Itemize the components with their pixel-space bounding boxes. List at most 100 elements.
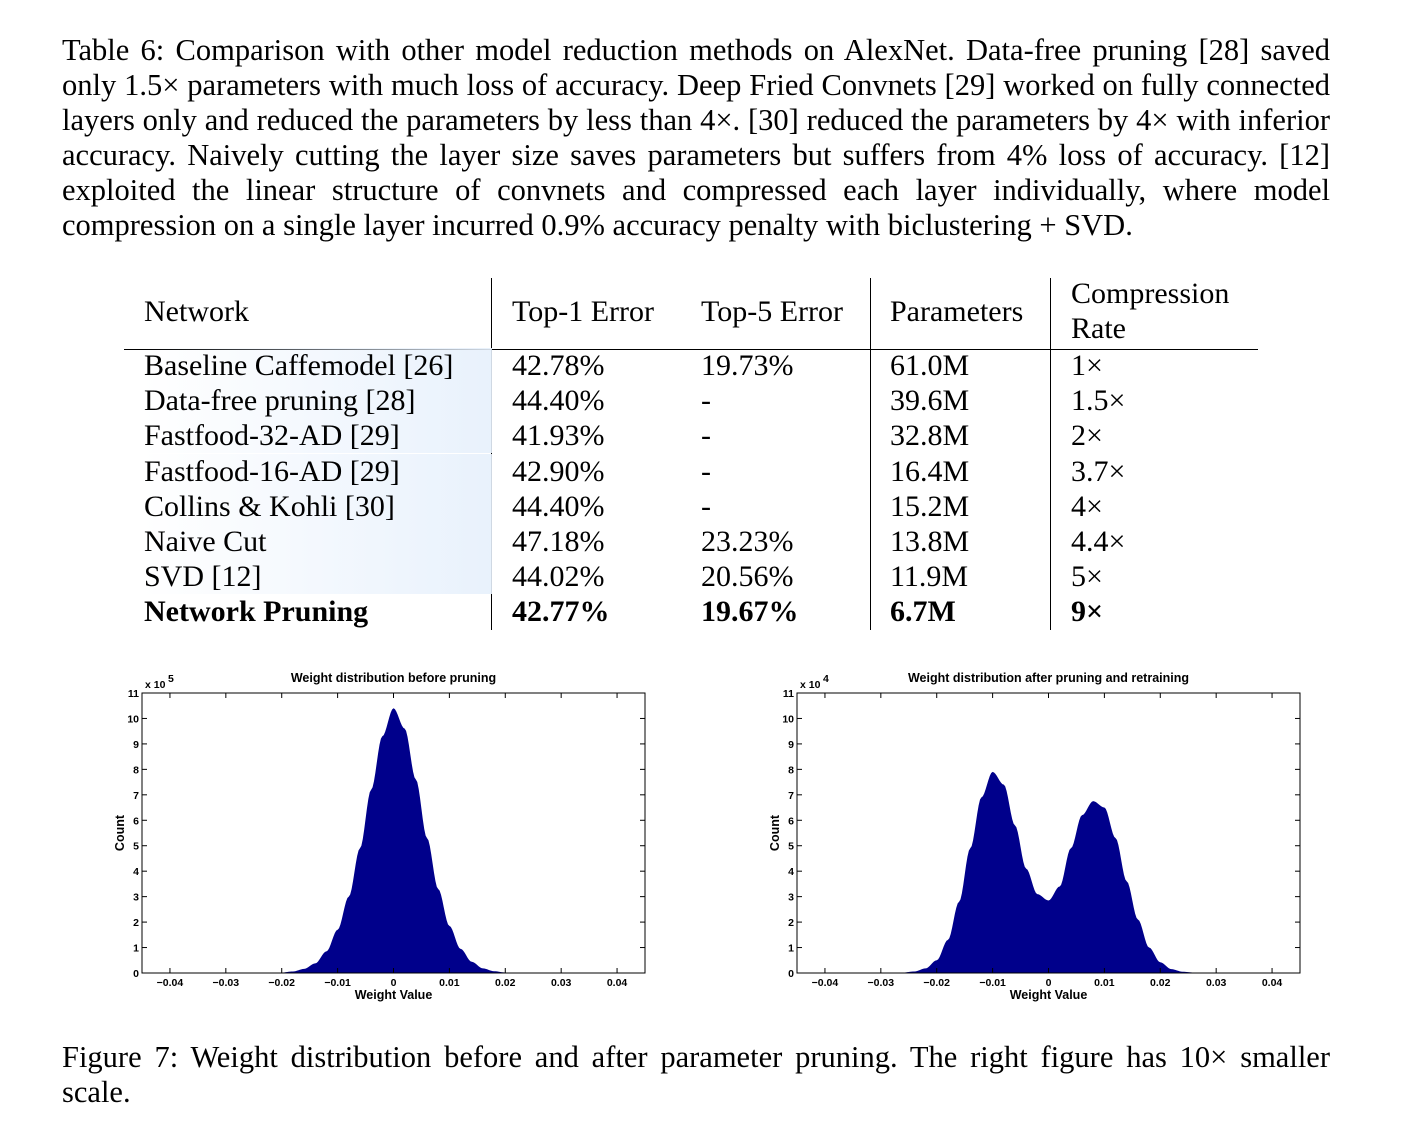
y-tick-label: 2 [788,917,794,929]
y-tick-label: 0 [788,968,794,980]
x-tick-label: 0.01 [439,977,460,989]
y-tick-label: 7 [788,790,794,802]
histogram-area [797,771,1300,973]
row-highlight [142,559,492,595]
table-row: Collins & Kohli [30] 44.40% - 15.2M 4× [124,488,1258,524]
cell-rate: 4.4× [1071,525,1126,558]
x-tick-label: −0.01 [979,977,1006,989]
x-tick-label: 0 [1046,977,1052,989]
y-tick-label: 9 [788,739,794,751]
row-highlight [142,453,492,489]
cell-rate: 5× [1071,560,1103,594]
table-row: SVD [12] 44.02% 20.56% 11.9M 5× [124,559,1258,595]
cell-top5: - [701,454,711,488]
cell-rate: 3.7× [1071,454,1126,488]
y-tick-label: 10 [127,713,139,725]
chart-after-pruning: 0 1 2 3 4 5 6 7 8 9 10 11 −0.04 −0.03 −0.02 −0.01 0 0.01 0… [760,660,1320,1005]
x-tick-label: −0.04 [812,977,839,989]
row-highlight [142,418,492,454]
y-tick-label: 11 [128,688,139,700]
cell-params: 32.8M [890,419,970,453]
cell-network: Fastfood-16-AD [29] [144,454,400,488]
header-network: Network [144,295,249,328]
x-tick-label: −0.03 [868,977,895,989]
y-exponent: 5 [168,673,174,685]
cell-network: Network Pruning [144,595,369,629]
cell-top5: - [701,419,711,453]
row-highlight [142,524,492,559]
cell-params: 16.4M [890,454,970,488]
y-tick-label: 4 [788,866,794,878]
x-tick-label: −0.01 [324,977,351,989]
x-tick-label: −0.02 [268,977,295,989]
figure-caption: Figure 7: Weight distribution before and… [62,1040,1330,1109]
cell-params: 6.7M [890,595,956,629]
y-axis-label: Count [113,814,127,851]
table-caption: Table 6: Comparison with other model red… [62,33,1330,242]
row-highlight [142,348,492,383]
cell-top5: - [701,489,711,523]
cell-top5: - [701,384,711,418]
x-tick-label: 0.04 [607,977,628,989]
y-tick-label: 5 [133,841,139,853]
cell-top1: 42.90% [512,454,605,488]
cell-network: Data-free pruning [28] [144,384,416,418]
header-compression: Compression [1071,277,1230,310]
y-tick-label: 4 [133,866,139,878]
table-column-divider [1050,278,1051,630]
cell-network: SVD [12] [144,560,262,594]
cell-network: Baseline Caffemodel [26] [144,349,454,382]
header-rate: Rate [1071,312,1126,345]
table-row: Baseline Caffemodel [26] 42.78% 19.73% 61.0… [124,348,1258,383]
cell-params: 61.0M [890,349,970,382]
histogram-area [142,708,645,973]
x-tick-label: 0.02 [495,977,516,989]
y-tick-label: 10 [782,713,794,725]
cell-network: Fastfood-32-AD [29] [144,419,400,453]
x-tick-label: 0 [391,977,397,989]
chart-title: Weight distribution before pruning [291,671,496,685]
y-axis-label: Count [768,814,782,851]
table-row: Data-free pruning [28] 44.40% - 39.6M 1.5× [124,383,1258,419]
cell-top5: 19.73% [701,349,794,382]
cell-network: Naive Cut [144,525,267,558]
x-tick-label: 0.03 [1206,977,1227,989]
x-tick-label: 0.01 [1094,977,1115,989]
y-tick-label: 8 [788,764,794,776]
y-tick-label: 9 [133,739,139,751]
cell-top5: 20.56% [701,560,794,594]
x-tick-label: −0.03 [213,977,240,989]
x-tick-label: 0.04 [1262,977,1283,989]
header-top1-error: Top-1 Error [512,295,655,328]
x-axis-label: Weight Value [355,988,433,1002]
cell-params: 15.2M [890,489,970,523]
cell-rate: 4× [1071,489,1103,523]
table-row: Network Pruning 42.77% 19.67% 6.7M 9× [124,594,1258,629]
y-tick-label: 1 [788,943,794,955]
cell-params: 39.6M [890,384,970,418]
cell-rate: 1× [1071,349,1103,382]
cell-network: Collins & Kohli [30] [144,489,395,523]
cell-top1: 41.93% [512,419,605,453]
row-highlight [142,488,492,524]
cell-top1: 44.40% [512,384,605,418]
cell-rate: 9× [1071,595,1104,629]
y-multiplier: x 10 [800,679,821,691]
y-exponent: 4 [823,673,829,685]
y-multiplier: x 10 [145,679,166,691]
x-axis-label: Weight Value [1010,988,1088,1002]
y-tick-label: 11 [783,688,794,700]
table-row: Naive Cut 47.18% 23.23% 13.8M 4.4× [124,524,1258,559]
table-column-divider [870,278,871,630]
comparison-table: Network Top-1 Error Top-5 Error Paramete… [124,277,1258,630]
y-tick-label: 5 [788,841,794,853]
header-parameters: Parameters [890,295,1024,328]
table-header-rule [124,349,1258,350]
cell-top1: 42.78% [512,349,605,382]
chart-title: Weight distribution after pruning and re… [908,671,1189,685]
y-tick-label: 3 [788,892,794,904]
y-tick-label: 2 [133,917,139,929]
chart-before-pruning: 0 1 2 3 4 5 6 7 8 9 10 11 −0.04 −0.03 −0.02 −0.01 0 0.01 0… [105,660,665,1005]
table-row: Fastfood-16-AD [29] 42.90% - 16.4M 3.7× [124,453,1258,489]
cell-rate: 1.5× [1071,384,1126,418]
